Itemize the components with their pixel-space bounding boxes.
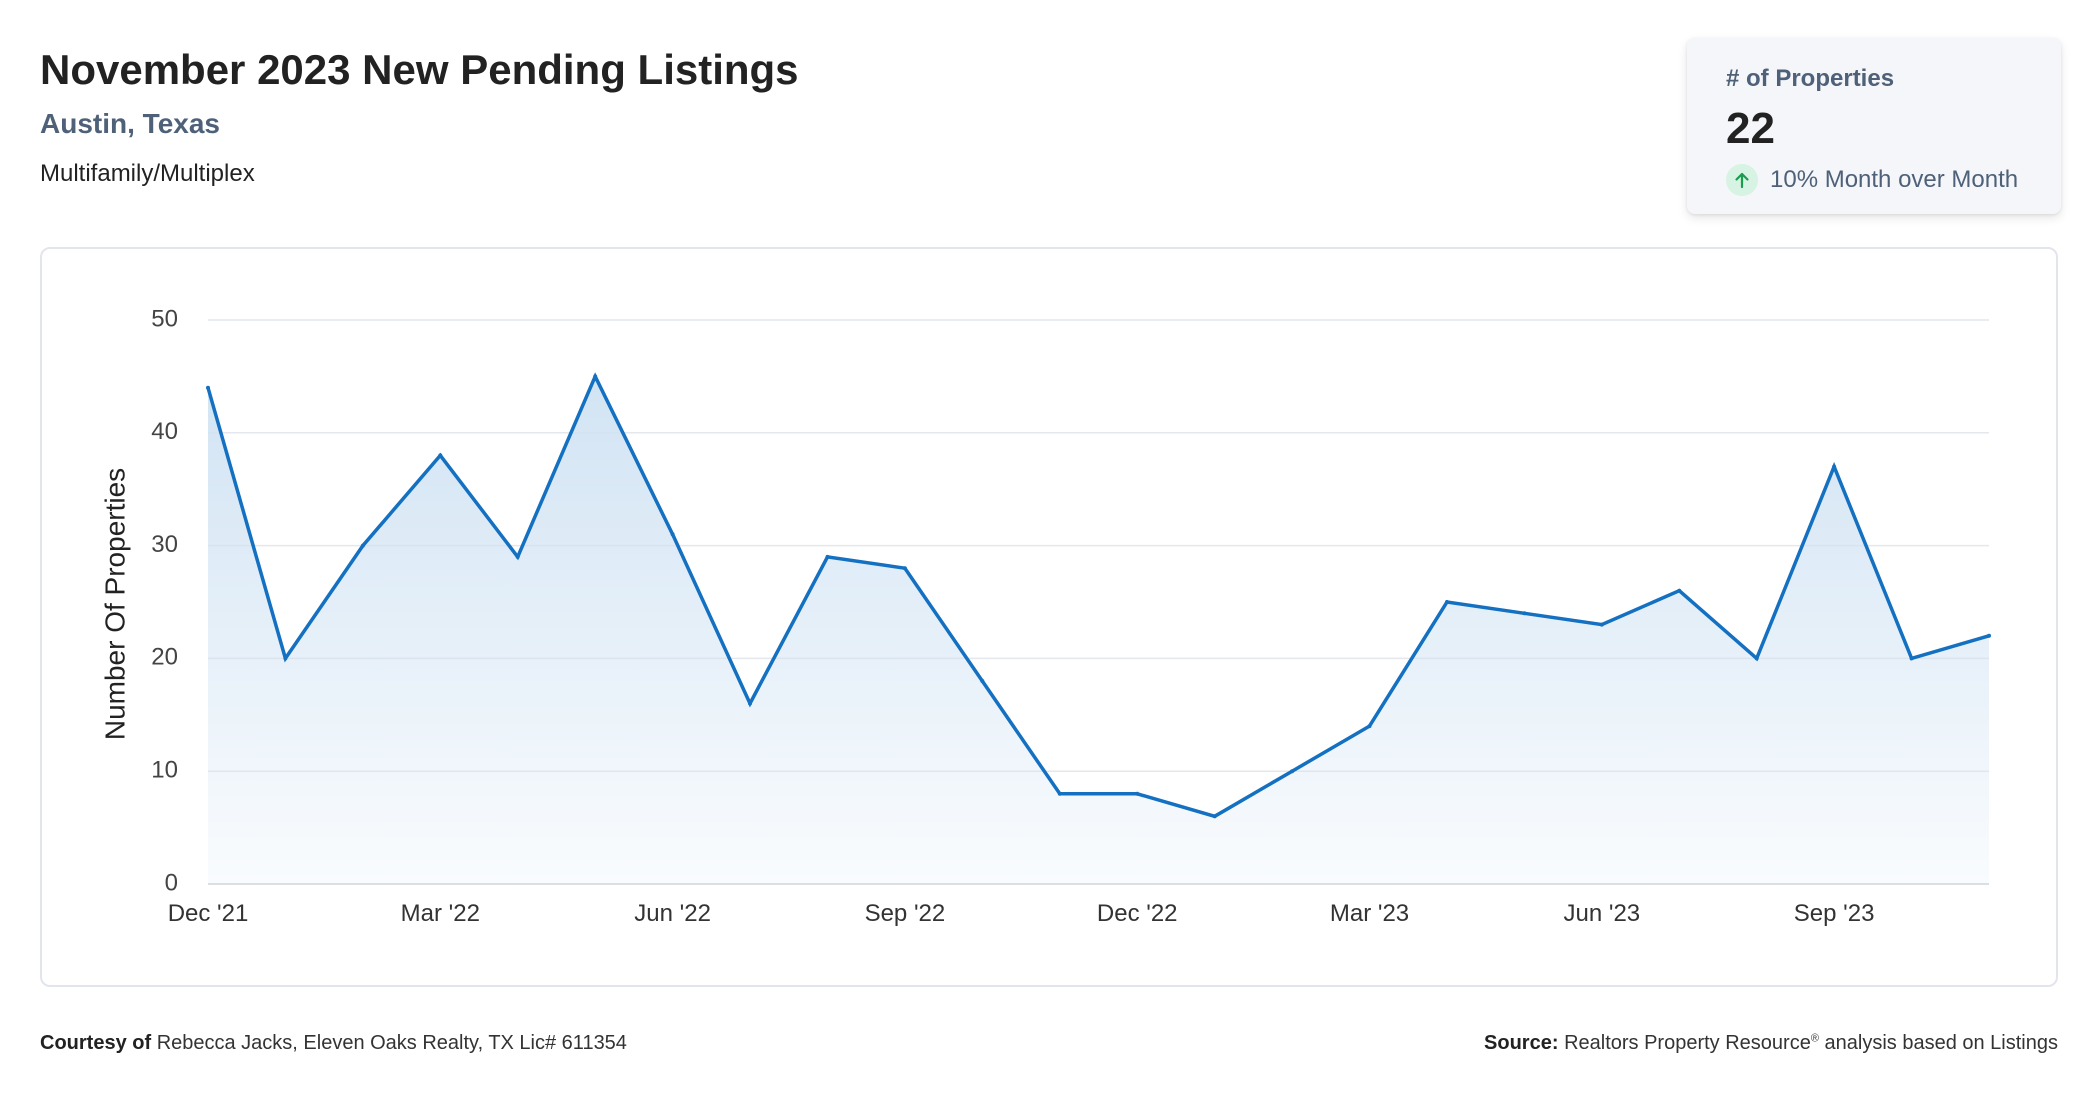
data-point-14 [1290,769,1295,774]
courtesy-footer: Courtesy of Rebecca Jacks, Eleven Oaks R… [40,1032,627,1055]
data-point-19 [1677,588,1682,593]
y-tick-labels: 0 10 20 30 40 50 [151,305,178,896]
y-tick-label: 30 [151,531,178,558]
data-point-6 [670,532,675,537]
x-tick-label: Dec '21 [168,900,249,927]
data-point-11 [1057,791,1062,796]
chart-card: 0 10 20 30 40 50 Dec '21 Mar '22 Jun '22 Sep '22… [40,247,2058,987]
data-point-3 [438,453,443,458]
location-subtitle: Austin, Texas [40,108,220,139]
kpi-label: # of Properties [1726,65,1895,92]
x-tick-label: Sep '23 [1794,900,1875,927]
data-point-20 [1754,656,1759,661]
data-point-10 [980,679,985,683]
x-tick-label: Dec '22 [1097,900,1178,927]
line-layer [206,372,1990,819]
y-tick-label: 50 [151,305,178,332]
kpi-change: 10% Month over Month [1726,162,2018,198]
registered-mark: ® [1810,1032,1819,1045]
courtesy-text: Rebecca Jacks, Eleven Oaks Realty, TX Li… [156,1032,627,1054]
kpi-value: 22 [1726,104,1775,153]
data-point-22 [1909,656,1914,661]
data-point-21 [1832,464,1837,469]
y-tick-label: 10 [151,757,178,784]
page-title: November 2023 New Pending Listings [40,46,799,93]
line-chart: 0 10 20 30 40 50 Dec '21 Mar '22 Jun '22 Sep '22… [99,305,1991,927]
point-layer [206,374,1991,819]
x-tick-label: Mar '23 [1330,900,1409,927]
source-label: Source: [1484,1032,1559,1054]
x-tick-label: Sep '22 [865,900,946,927]
y-tick-label: 20 [151,644,178,671]
source-text: Realtors Property Resource [1564,1032,1811,1054]
data-point-15 [1367,724,1372,729]
series-line [206,372,1990,819]
data-point-2 [360,543,365,548]
x-tick-labels: Dec '21 Mar '22 Jun '22 Sep '22 Dec '22 Mar '… [168,900,1875,927]
kpi-change-text: 10% Month over Month [1770,166,2019,193]
data-point-1 [283,656,288,661]
y-axis-label: Number Of Properties [99,468,130,740]
data-point-9 [902,566,907,571]
data-point-17 [1522,611,1527,616]
kpi-card: # of Properties 22 10% Month over Month [1687,38,2061,214]
data-point-13 [1212,814,1217,819]
data-point-12 [1135,791,1140,796]
source-text-suffix: analysis based on Listings [1824,1032,2058,1054]
y-tick-label: 40 [151,418,178,445]
data-point-7 [748,701,752,706]
y-tick-label: 0 [165,869,178,896]
property-type-label: Multifamily/Multiplex [40,160,255,187]
x-tick-label: Jun '23 [1564,900,1641,927]
area-fill [208,376,1989,884]
area-layer [208,376,1989,884]
data-point-5 [593,374,598,379]
arrow-up-icon [1726,164,1758,196]
source-footer: Source: Realtors Property Resource® anal… [1484,1032,2058,1055]
data-point-0 [206,385,210,390]
courtesy-label: Courtesy of [40,1032,152,1054]
data-point-18 [1599,622,1604,627]
x-tick-label: Jun '22 [634,900,711,927]
data-point-8 [825,554,830,559]
data-point-4 [515,554,520,559]
x-tick-label: Mar '22 [401,900,480,927]
data-point-16 [1445,600,1449,604]
data-point-23 [1987,633,1991,638]
